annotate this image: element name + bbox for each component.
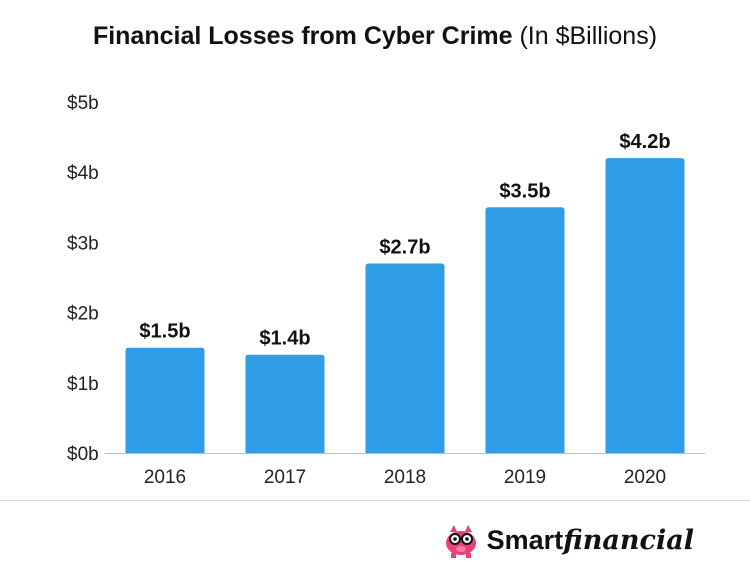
- data-label: $2.7b: [379, 236, 430, 258]
- bars: [125, 158, 685, 453]
- chart-title-sub: (In $Billions): [519, 22, 658, 50]
- bar-2019: [485, 207, 565, 453]
- chart-title-main: Financial Losses from Cyber Crime: [92, 22, 513, 50]
- bar-2016: [125, 347, 205, 453]
- data-label: $3.5b: [499, 180, 550, 202]
- y-tick-label: $5b: [67, 93, 99, 114]
- brand-name-smart: Smart: [486, 524, 564, 555]
- x-tick-label: 2016: [144, 467, 186, 488]
- chart-title: Financial Losses from Cyber Crime (In $B…: [0, 22, 750, 51]
- data-label: $1.4b: [259, 328, 310, 350]
- y-tick-label: $2b: [67, 304, 99, 325]
- y-tick-label: $0b: [67, 444, 99, 465]
- piggy-bank-icon: [445, 525, 476, 558]
- data-label: $4.2b: [619, 131, 670, 153]
- y-tick-label: $4b: [67, 163, 99, 184]
- x-tick-label: 2020: [624, 467, 666, 488]
- footer-divider: [0, 500, 750, 501]
- brand-name-financial: financial: [563, 524, 694, 556]
- data-labels: $1.5b $1.4b $2.7b $3.5b $4.2b: [139, 131, 670, 350]
- bar-2020: [605, 158, 685, 453]
- x-tick-label: 2019: [504, 467, 546, 488]
- x-tick-label: 2018: [384, 467, 426, 488]
- bar-chart: $0b$1b$2b$3b$4b$5b 2016 2017 2018 2019 2020 …: [67, 93, 705, 488]
- brand-name: Smartfinancial: [487, 525, 694, 556]
- y-tick-label: $1b: [67, 374, 99, 395]
- bar-2017: [245, 354, 325, 453]
- brand-logo: Smartfinancial: [441, 518, 694, 562]
- x-tick-label: 2017: [264, 467, 306, 488]
- data-label: $1.5b: [139, 321, 190, 343]
- y-axis-ticks: $0b $1b $2b $3b $4b $5b: [67, 93, 99, 465]
- y-tick-label: $3b: [67, 233, 99, 254]
- bar-2018: [365, 263, 445, 453]
- x-axis-ticks: 2016 2017 2018 2019 2020: [144, 467, 666, 488]
